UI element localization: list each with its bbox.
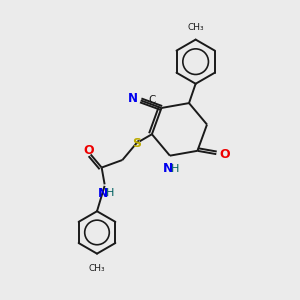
- Text: N: N: [98, 187, 108, 200]
- Text: N: N: [163, 162, 174, 175]
- Text: CH₃: CH₃: [89, 264, 105, 273]
- Text: H: H: [106, 188, 114, 198]
- Text: C: C: [148, 95, 156, 105]
- Text: O: O: [220, 148, 230, 160]
- Text: O: O: [84, 144, 94, 158]
- Text: CH₃: CH₃: [187, 23, 204, 32]
- Text: S: S: [132, 136, 141, 150]
- Text: N: N: [128, 92, 138, 105]
- Text: H: H: [171, 164, 179, 174]
